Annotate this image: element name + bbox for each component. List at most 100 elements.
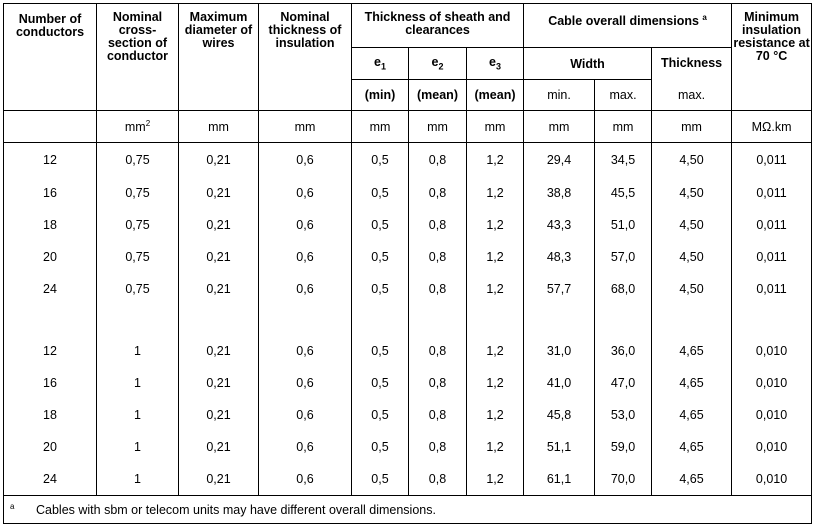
cell-thickness: 4,50 — [651, 240, 733, 273]
footnote-row: a Cables with sbm or telecom units may ha… — [2, 494, 813, 524]
cell-e2: 0,8 — [408, 208, 467, 241]
cell-e1: 0,5 — [351, 430, 409, 463]
table-row: 16 1 0,21 0,6 0,5 0,8 1,2 41,0 47,0 4,65 0,010 — [3, 366, 813, 399]
header-insulation: Nominal thickness of insulation — [258, 3, 352, 111]
cell-max-diameter: 0,21 — [178, 142, 259, 177]
header-e3: e3 — [465, 47, 525, 80]
cell-insulation: 0,6 — [258, 334, 352, 367]
cell-insulation: 0,6 — [258, 366, 352, 399]
cell-resistance: 0,011 — [731, 272, 813, 305]
cell-conductors: 24 — [3, 272, 97, 305]
footnote-mark: a — [10, 501, 15, 511]
cell-conductors: 20 — [3, 240, 97, 273]
cell-cross-section: 0,75 — [96, 240, 179, 273]
cell-e1: 0,5 — [351, 240, 409, 273]
cell-e1: 0,5 — [351, 398, 409, 431]
cell-width-max: 36,0 — [594, 334, 653, 367]
header-resistance: Minimum insulation resistance at 70 °C — [731, 3, 813, 111]
cell-insulation: 0,6 — [258, 240, 352, 273]
unit-max-diameter: mm — [178, 110, 259, 143]
cell-width-min: 31,0 — [523, 334, 596, 367]
cell-max-diameter: 0,21 — [178, 398, 259, 431]
cell-cross-section: 1 — [96, 462, 179, 496]
cell-resistance: 0,010 — [731, 366, 813, 399]
cell-insulation: 0,6 — [258, 398, 352, 431]
cell-resistance: 0,011 — [731, 240, 813, 273]
cell-width-max: 68,0 — [594, 272, 653, 305]
cable-dimensions-table-container: Number of conductors Nominal cross-secti… — [2, 3, 813, 524]
cell-resistance: 0,011 — [731, 142, 813, 177]
cell-e2: 0,8 — [408, 240, 467, 273]
unit-e1: mm — [351, 110, 409, 143]
header-e1: e1 — [351, 47, 409, 80]
cell-e1: 0,5 — [351, 208, 409, 241]
cell-width-min: 45,8 — [523, 398, 596, 431]
cell-width-max: 59,0 — [594, 430, 653, 463]
cell-conductors: 16 — [3, 176, 97, 209]
cell-cross-section: 0,75 — [96, 272, 179, 305]
header-width: Width — [523, 47, 653, 80]
cell-e1: 0,5 — [351, 462, 409, 496]
cell-insulation: 0,6 — [258, 176, 352, 209]
cell-resistance: 0,010 — [731, 334, 813, 367]
group-075-rows: 12 0,75 0,21 0,6 0,5 0,8 1,2 29,4 34,5 4,50 0,011 1… — [3, 142, 813, 305]
cell-resistance: 0,010 — [731, 462, 813, 496]
cell-e3: 1,2 — [465, 208, 525, 241]
cell-e2: 0,8 — [408, 462, 467, 496]
cell-max-diameter: 0,21 — [178, 208, 259, 241]
cell-e3: 1,2 — [465, 430, 525, 463]
header-row-3: (min) (mean) (mean) min. max. — [4, 79, 812, 111]
header-row-2: e1 e2 e3 Width Thickness max. — [4, 47, 812, 111]
cell-cross-section: 0,75 — [96, 208, 179, 241]
unit-width-min: mm — [523, 110, 596, 143]
cell-width-min: 29,4 — [523, 142, 596, 177]
cell-width-min: 48,3 — [523, 240, 596, 273]
cell-thickness: 4,65 — [651, 334, 733, 367]
cell-max-diameter: 0,21 — [178, 334, 259, 367]
cell-e2: 0,8 — [408, 366, 467, 399]
cell-e2: 0,8 — [408, 272, 467, 305]
header-e2: e2 — [408, 47, 467, 80]
cell-conductors: 12 — [3, 334, 97, 367]
cell-max-diameter: 0,21 — [178, 430, 259, 463]
cell-cross-section: 1 — [96, 430, 179, 463]
header-thickness: Thickness max. — [651, 47, 733, 111]
cell-width-min: 41,0 — [523, 366, 596, 399]
header-sheath: Thickness of sheath and clearances — [350, 3, 525, 48]
cell-insulation: 0,6 — [258, 208, 352, 241]
cell-resistance: 0,010 — [731, 398, 813, 431]
cell-e1: 0,5 — [351, 366, 409, 399]
footnote-text: Cables with sbm or telecom units may hav… — [36, 502, 436, 517]
table-row: 12 1 0,21 0,6 0,5 0,8 1,2 31,0 36,0 4,65 0,010 — [3, 334, 813, 367]
header-e2-qualifier: (mean) — [408, 79, 467, 111]
cell-insulation: 0,6 — [258, 462, 352, 496]
cell-e2: 0,8 — [408, 398, 467, 431]
cell-e1: 0,5 — [351, 142, 409, 177]
cell-cross-section: 0,75 — [96, 176, 179, 209]
cell-e1: 0,5 — [351, 334, 409, 367]
cell-conductors: 24 — [3, 462, 97, 496]
cell-e2: 0,8 — [408, 430, 467, 463]
cell-width-min: 43,3 — [523, 208, 596, 241]
cell-conductors: 18 — [3, 398, 97, 431]
cable-dimensions-table: Number of conductors Nominal cross-secti… — [2, 3, 813, 524]
unit-thickness: mm — [651, 110, 733, 143]
cell-conductors: 12 — [3, 142, 97, 177]
cell-width-max: 34,5 — [594, 142, 653, 177]
cell-e3: 1,2 — [465, 240, 525, 273]
header-dimensions-label: Cable overall dimensions — [548, 14, 699, 29]
cell-conductors: 18 — [3, 208, 97, 241]
cell-width-max: 53,0 — [594, 398, 653, 431]
group-1-rows: 12 1 0,21 0,6 0,5 0,8 1,2 31,0 36,0 4,65 0,010 16 1 0… — [3, 334, 813, 496]
cell-e2: 0,8 — [408, 176, 467, 209]
cell-resistance: 0,011 — [731, 208, 813, 241]
cell-thickness: 4,50 — [651, 142, 733, 177]
cell-conductors: 16 — [3, 366, 97, 399]
unit-resistance: MΩ.km — [731, 110, 813, 143]
cell-cross-section: 1 — [96, 366, 179, 399]
header-conductors: Number of conductors — [3, 3, 97, 111]
cell-thickness: 4,65 — [651, 430, 733, 463]
header-thickness-label: Thickness — [660, 56, 723, 70]
table-row: 24 1 0,21 0,6 0,5 0,8 1,2 61,1 70,0 4,65 0,010 — [3, 462, 813, 496]
cell-insulation: 0,6 — [258, 142, 352, 177]
